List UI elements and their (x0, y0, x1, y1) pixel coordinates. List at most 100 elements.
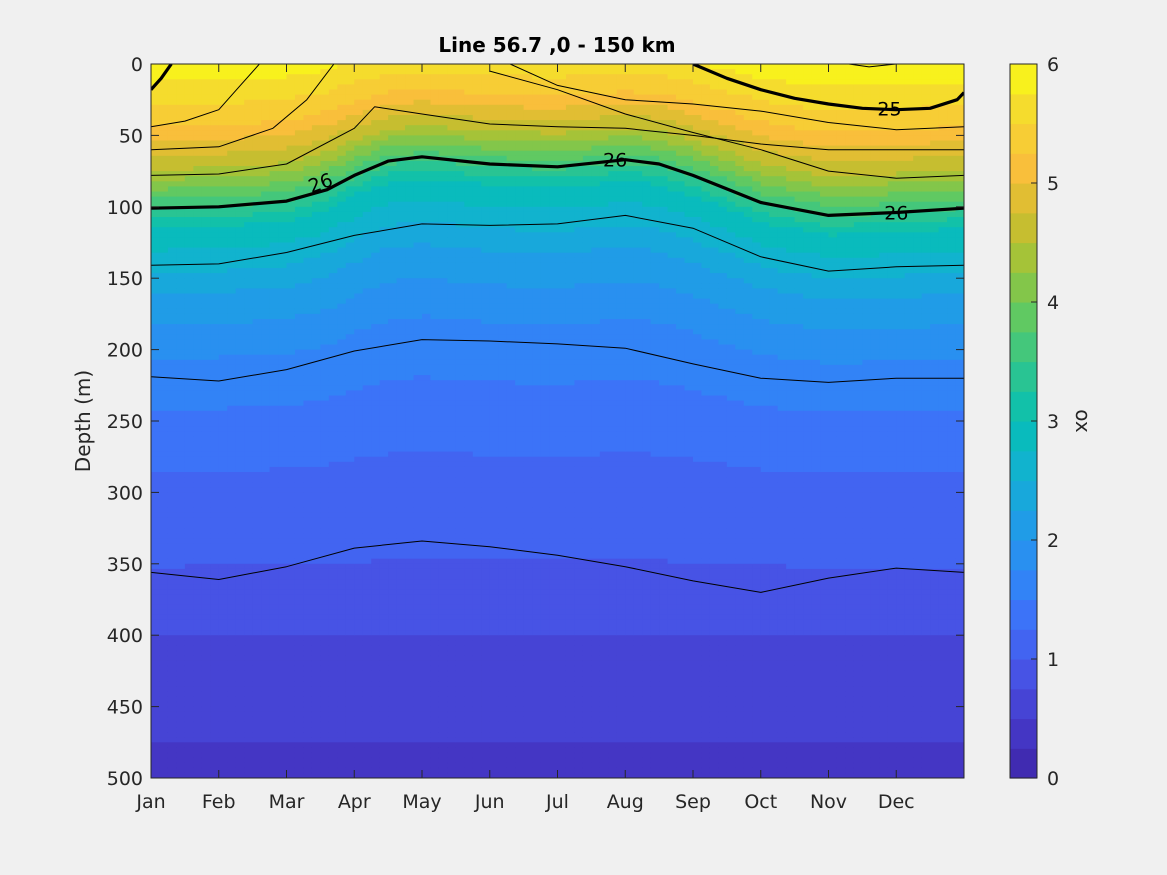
field-cell (218, 691, 228, 697)
field-cell (311, 441, 321, 448)
field-cell (396, 517, 406, 524)
field-cell (252, 268, 262, 274)
field-cell (286, 619, 296, 626)
field-cell (328, 262, 338, 269)
field-cell (362, 400, 372, 407)
field-cell (176, 120, 186, 126)
field-cell (201, 395, 211, 402)
field-cell (345, 375, 355, 381)
field-cell (294, 232, 305, 238)
field-cell (210, 293, 220, 300)
field-cell (379, 308, 389, 315)
field-cell (430, 370, 440, 376)
field-cell (235, 324, 245, 330)
field-cell (320, 375, 330, 381)
field-cell (261, 568, 271, 575)
field-cell (354, 324, 364, 330)
field-cell (227, 543, 237, 550)
field-cell (371, 630, 381, 636)
field-cell (438, 579, 449, 585)
field-cell (371, 563, 381, 570)
field-cell (379, 456, 389, 463)
field-cell (354, 242, 364, 249)
field-cell (337, 104, 347, 111)
field-cell (252, 115, 262, 121)
field-cell (354, 160, 364, 167)
field-cell (430, 568, 440, 575)
field-cell (269, 247, 279, 254)
field-cell (167, 303, 178, 310)
field-cell (227, 681, 237, 687)
field-cell (354, 676, 364, 682)
field-cell (405, 436, 415, 442)
field-cell (388, 461, 398, 468)
field-cell (167, 222, 178, 228)
field-cell (151, 727, 161, 733)
field-cell (447, 487, 457, 493)
field-cell (379, 222, 389, 228)
field-cell (227, 737, 237, 743)
field-cell (354, 74, 364, 80)
field-cell (227, 472, 237, 478)
field-cell (413, 558, 423, 565)
field-cell (447, 257, 457, 264)
field-cell (193, 283, 203, 289)
field-cell (235, 772, 245, 778)
field-cell (345, 421, 355, 427)
field-cell (354, 492, 364, 499)
field-cell (371, 364, 381, 371)
field-cell (218, 370, 228, 376)
field-cell (294, 451, 305, 458)
field-cell (167, 762, 178, 769)
field-cell (218, 217, 228, 223)
field-cell (430, 446, 440, 453)
field-cell (371, 390, 381, 397)
field-cell (218, 487, 228, 493)
field-cell (345, 716, 355, 723)
field-cell (303, 145, 313, 152)
field-cell (303, 568, 313, 575)
field-cell (193, 257, 203, 264)
field-cell (328, 645, 338, 652)
field-cell (286, 370, 296, 376)
field-cell (345, 324, 355, 330)
field-cell (218, 456, 228, 463)
field-cell (159, 431, 169, 437)
field-cell (244, 166, 254, 172)
field-cell (235, 568, 245, 575)
field-cell (201, 431, 211, 437)
field-cell (193, 732, 203, 738)
field-cell (176, 568, 186, 575)
field-cell (337, 686, 347, 692)
field-cell (396, 160, 406, 167)
field-cell (184, 74, 194, 80)
field-cell (328, 772, 338, 778)
field-cell (337, 395, 347, 402)
field-cell (328, 130, 338, 136)
field-cell (371, 319, 381, 325)
field-cell (235, 308, 245, 315)
field-cell (345, 604, 355, 611)
field-cell (269, 115, 279, 121)
field-cell (252, 262, 262, 269)
field-cell (396, 421, 406, 427)
field-cell (244, 206, 254, 213)
field-cell (193, 115, 203, 121)
field-cell (328, 507, 338, 514)
field-cell (345, 635, 355, 641)
field-cell (413, 665, 423, 672)
field-cell (193, 492, 203, 499)
field-cell (294, 502, 305, 509)
field-cell (320, 752, 330, 759)
field-cell (345, 181, 355, 187)
field-cell (184, 339, 194, 346)
field-cell (422, 721, 432, 728)
field-cell (303, 676, 313, 682)
field-cell (184, 528, 194, 534)
field-cell (278, 563, 288, 570)
field-cell (311, 329, 321, 335)
field-cell (235, 150, 245, 157)
field-cell (201, 681, 211, 687)
field-cell (294, 125, 305, 131)
field-cell (244, 298, 254, 305)
